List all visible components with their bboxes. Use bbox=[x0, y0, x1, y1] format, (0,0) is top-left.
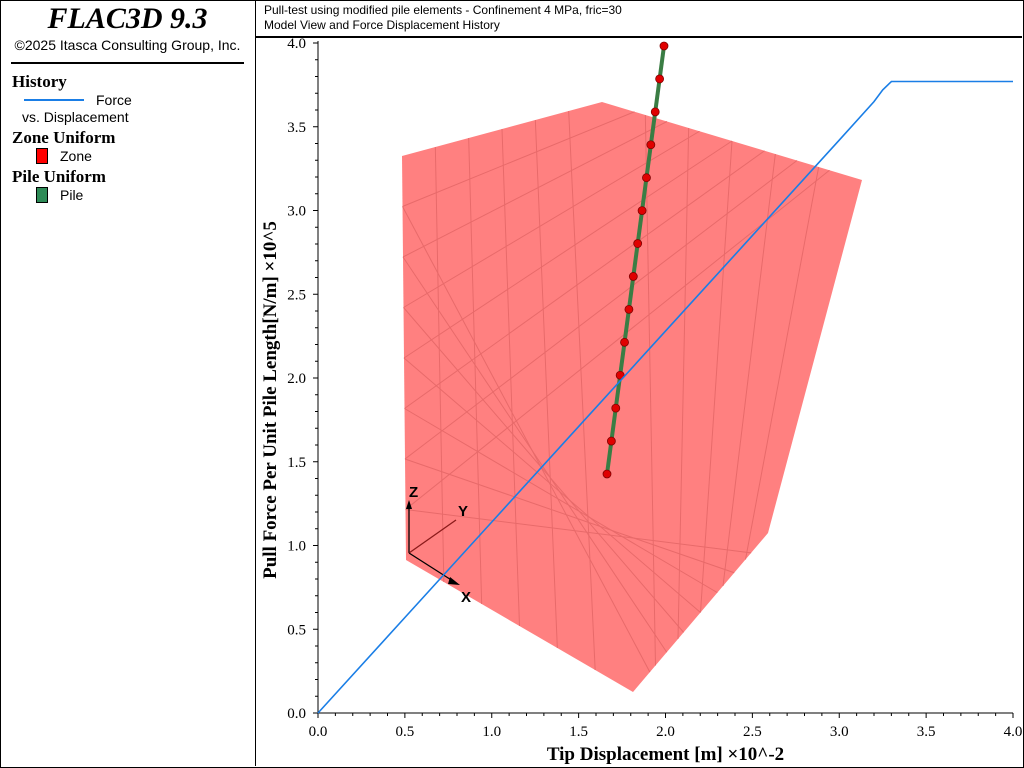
legend-pile-title: Pile Uniform bbox=[12, 167, 106, 186]
mesh-line bbox=[534, 119, 558, 649]
app-title: FLAC3D 9.3 bbox=[47, 2, 208, 35]
y-tick-label: 0.0 bbox=[287, 706, 306, 722]
chart-axes: 0.0 0.5 1.0 1.5 2.0 2.5 3.0 3.5 4.0 0.0 0.5 1.0 1.5… bbox=[287, 36, 1022, 740]
mesh-line bbox=[404, 458, 735, 574]
title-divider bbox=[11, 62, 244, 64]
series-line-force-displacement bbox=[317, 80, 1013, 714]
model-view-chart[interactable]: Z Y X 0.0 0.5 1.0 1.5 2.0 2.5 3.0 3.5 4.0 0.0 0.5… bbox=[256, 0, 1022, 766]
pile-color-swatch bbox=[36, 187, 48, 203]
plot-header-line2: Model View and Force Displacement Histor… bbox=[264, 18, 500, 32]
axis-triad: Z Y X bbox=[406, 484, 471, 606]
y-tick-label: 3.5 bbox=[287, 120, 306, 136]
legend-history-item-sub: vs. Displacement bbox=[22, 109, 129, 125]
mesh-line bbox=[402, 121, 668, 258]
x-tick-label: 1.0 bbox=[482, 724, 501, 740]
y-axis-title: Pull Force Per Unit Pile Length[N/m] ×10… bbox=[260, 221, 281, 579]
y-tick-label: 1.0 bbox=[287, 539, 306, 555]
x-axis-title: Tip Displacement [m] ×10^-2 bbox=[547, 744, 784, 765]
mesh-line bbox=[434, 146, 445, 583]
mesh-line bbox=[405, 169, 830, 510]
pile-node bbox=[650, 107, 660, 117]
pile-elements bbox=[605, 45, 666, 475]
mesh-line bbox=[403, 307, 685, 633]
mesh-line bbox=[501, 128, 520, 627]
x-tick-labels: 0.0 0.5 1.0 1.5 2.0 2.5 3.0 3.5 4.0 bbox=[309, 724, 1022, 740]
x-tick-label: 1.5 bbox=[569, 724, 588, 740]
pile-line bbox=[605, 45, 666, 475]
legend-history-title: History bbox=[12, 72, 67, 91]
x-tick-marks bbox=[317, 713, 1014, 718]
triad-x-arrow bbox=[448, 577, 460, 585]
legend-zone-item: Zone bbox=[60, 148, 92, 164]
x-tick-label: 3.5 bbox=[917, 724, 936, 740]
plot-panel: Pull-test using modified pile elements -… bbox=[256, 0, 1022, 766]
mesh-line bbox=[404, 160, 798, 460]
pile-nodes bbox=[602, 41, 669, 479]
pile-node bbox=[606, 436, 616, 446]
mesh-line bbox=[403, 140, 733, 359]
pile-node bbox=[646, 140, 656, 150]
x-tick-label: 0.0 bbox=[309, 724, 328, 740]
pile-node bbox=[659, 41, 669, 51]
pile-node bbox=[633, 239, 643, 248]
triad-x-axis bbox=[408, 552, 457, 584]
mesh-line bbox=[644, 114, 656, 666]
y-tick-marks bbox=[313, 42, 318, 714]
triad-z-arrow bbox=[406, 500, 412, 509]
y-tick-label: 2.5 bbox=[287, 287, 306, 303]
y-tick-label: 4.0 bbox=[287, 36, 306, 52]
x-tick-label: 2.0 bbox=[656, 724, 675, 740]
mesh-line bbox=[568, 110, 596, 671]
y-tick-labels: 0.0 0.5 1.0 1.5 2.0 2.5 3.0 3.5 4.0 bbox=[287, 36, 306, 722]
mesh-line bbox=[403, 357, 701, 613]
mesh-line bbox=[404, 408, 718, 594]
mesh-line bbox=[468, 137, 483, 605]
x-tick-label: 2.5 bbox=[743, 724, 762, 740]
header-separator bbox=[256, 36, 1022, 38]
legend-panel: FLAC3D 9.3 ©2025 Itasca Consulting Group… bbox=[0, 0, 256, 766]
mesh-line bbox=[722, 153, 776, 587]
plot-header-line1: Pull-test using modified pile elements -… bbox=[264, 3, 622, 17]
mesh-line bbox=[402, 256, 668, 653]
pile-node bbox=[611, 403, 621, 413]
triad-y-axis bbox=[408, 519, 457, 554]
legend-history-item: Force bbox=[96, 92, 132, 108]
zone-color-swatch bbox=[36, 148, 48, 164]
y-tick-label: 1.5 bbox=[287, 455, 306, 471]
mesh-line bbox=[402, 206, 651, 673]
y-tick-label: 0.5 bbox=[287, 622, 306, 638]
y-tick-label: 3.0 bbox=[287, 204, 306, 220]
triad-y-label: Y bbox=[458, 503, 468, 520]
pile-node bbox=[637, 206, 647, 216]
zone-mesh-lines bbox=[402, 110, 830, 673]
mesh-line bbox=[405, 509, 752, 554]
x-tick-label: 4.0 bbox=[1004, 724, 1022, 740]
x-tick-label: 0.5 bbox=[396, 724, 415, 740]
mesh-line bbox=[745, 166, 820, 560]
copyright-text: ©2025 Itasca Consulting Group, Inc. bbox=[14, 37, 241, 53]
triad-z-label: Z bbox=[409, 484, 418, 501]
x-tick-label: 3.0 bbox=[830, 724, 849, 740]
mesh-line bbox=[402, 111, 635, 207]
series-layer bbox=[317, 80, 1013, 714]
pile-node bbox=[642, 173, 651, 183]
history-line-swatch bbox=[24, 99, 84, 101]
y-tick-label: 2.0 bbox=[287, 371, 306, 387]
pile-node bbox=[615, 370, 625, 380]
mesh-line bbox=[700, 140, 733, 613]
pile-node bbox=[628, 272, 638, 281]
triad-x-label: X bbox=[461, 589, 471, 606]
legend-pile-item: Pile bbox=[60, 187, 84, 203]
model-view-3d: Z Y X bbox=[402, 41, 862, 692]
pile-node bbox=[602, 469, 612, 479]
pile-node bbox=[655, 74, 665, 84]
legend-zone-title: Zone Uniform bbox=[12, 128, 116, 147]
pile-node bbox=[624, 304, 634, 314]
mesh-line bbox=[404, 150, 765, 409]
pile-node bbox=[620, 337, 629, 347]
